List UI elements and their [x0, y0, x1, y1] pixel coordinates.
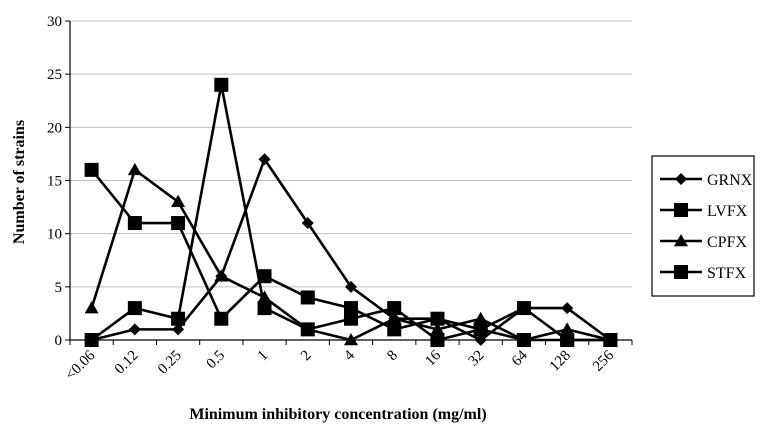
data-point-stfx [516, 333, 531, 347]
data-point-cpfx [214, 269, 229, 282]
data-point-lvfx [516, 301, 531, 316]
legend-label-cpfx: CPFX [707, 234, 747, 251]
data-point-lvfx [430, 333, 445, 347]
data-point-cpfx [560, 322, 575, 335]
x-tick-label: 8 [384, 348, 401, 365]
x-tick-label: 2 [298, 348, 315, 365]
data-point-cpfx [127, 162, 142, 176]
legend-marker-stfx [674, 265, 688, 279]
data-point-stfx [560, 333, 575, 347]
y-tick-label: 30 [47, 14, 62, 30]
x-tick-label: 0.5 [204, 348, 229, 373]
legend-item-lvfx: LVFX [660, 203, 748, 220]
legend-label-grnx: GRNX [707, 172, 753, 189]
data-point-cpfx [387, 311, 402, 324]
legend-marker-lvfx [674, 203, 688, 217]
data-point-lvfx [387, 301, 402, 316]
series-stfx [84, 162, 618, 347]
data-point-cpfx [84, 301, 99, 314]
data-point-grnx [301, 217, 314, 230]
data-point-stfx [84, 162, 99, 177]
data-point-lvfx [214, 77, 229, 92]
data-point-lvfx [84, 333, 99, 347]
data-point-grnx [258, 153, 271, 166]
data-point-cpfx [171, 194, 186, 208]
x-tick-label: <0.06 [63, 347, 99, 383]
data-point-lvfx [344, 311, 358, 326]
data-point-grnx [474, 334, 487, 346]
y-tick-label: 15 [47, 174, 62, 190]
legend-item-stfx: STFX [660, 265, 747, 282]
data-point-lvfx [257, 301, 272, 316]
legend-item-cpfx: CPFX [660, 234, 747, 251]
data-point-cpfx [344, 333, 358, 346]
data-point-stfx [257, 269, 272, 284]
data-point-stfx [127, 216, 142, 231]
data-point-cpfx [430, 322, 445, 335]
data-point-stfx [214, 311, 229, 326]
y-tick-label: 20 [47, 120, 62, 136]
x-tick-label: 16 [422, 347, 444, 369]
y-tick-label: 5 [55, 280, 63, 296]
x-tick-label: 1 [255, 348, 272, 365]
x-tick-label: 64 [509, 347, 531, 369]
x-tick-label: 0.25 [155, 348, 185, 378]
data-point-grnx [345, 280, 357, 293]
legend-label-lvfx: LVFX [707, 203, 748, 220]
data-point-stfx [430, 311, 445, 326]
y-tick-label: 0 [55, 333, 63, 349]
data-point-stfx [300, 290, 315, 305]
x-tick-label: 32 [466, 348, 488, 370]
legend-marker-grnx [675, 173, 687, 185]
legend-label-stfx: STFX [707, 265, 747, 282]
data-point-cpfx [473, 311, 488, 324]
x-tick-label: 0.12 [112, 348, 142, 378]
series-group [84, 77, 618, 347]
data-point-stfx [344, 301, 358, 316]
data-point-cpfx [257, 290, 272, 303]
x-tick-label: 256 [590, 347, 618, 375]
data-point-stfx [387, 322, 402, 337]
data-point-lvfx [171, 311, 186, 326]
x-axis-title: Minimum inhibitory concentration (mg/ml) [189, 406, 486, 423]
x-tick-label: 128 [547, 348, 574, 375]
legend: GRNX LVFX CPFX STFX [651, 155, 755, 297]
data-point-grnx [561, 302, 574, 315]
y-tick-label: 25 [47, 67, 62, 83]
axes [65, 20, 633, 345]
data-point-stfx [473, 322, 488, 337]
legend-marker-cpfx [674, 234, 688, 247]
data-point-grnx [128, 323, 141, 336]
gridlines [70, 20, 632, 288]
data-point-stfx [171, 216, 186, 231]
data-point-cpfx [300, 322, 315, 335]
data-point-grnx [172, 323, 185, 336]
data-point-lvfx [127, 301, 142, 316]
x-tick-label: 4 [341, 347, 358, 364]
legend-item-grnx: GRNX [660, 172, 753, 189]
y-tick-label: 10 [47, 227, 62, 243]
data-point-stfx [603, 333, 618, 347]
y-axis-title: Number of strains [11, 120, 28, 244]
